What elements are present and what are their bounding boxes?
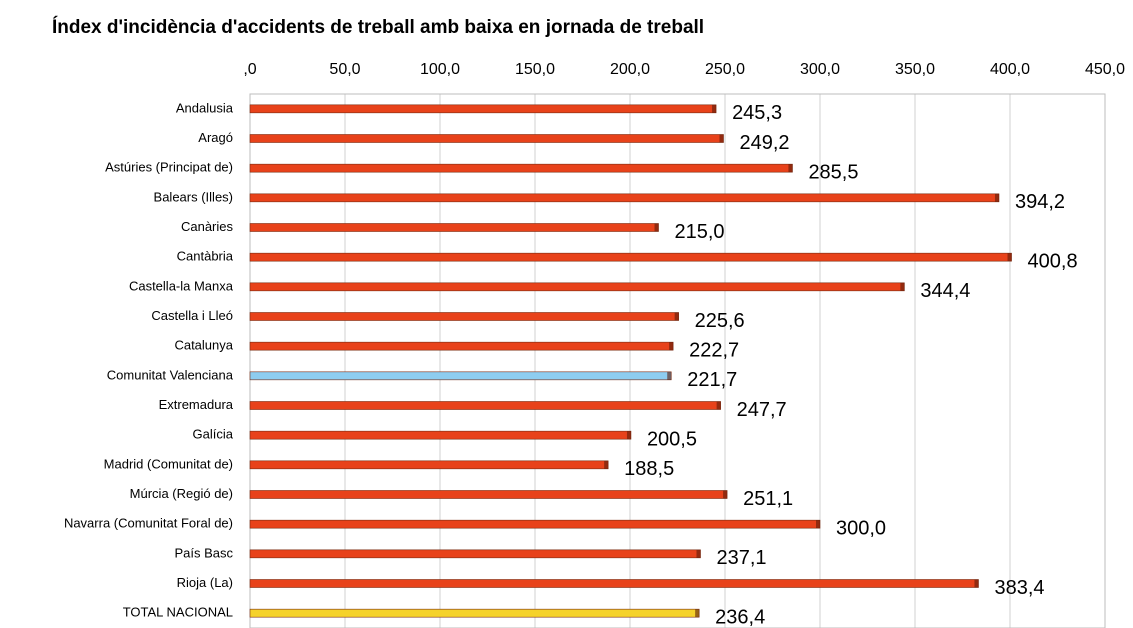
bar — [249, 282, 905, 292]
bar — [249, 519, 821, 529]
value-label: 251,1 — [743, 488, 793, 510]
value-label: 188,5 — [624, 458, 674, 480]
value-label: 344,4 — [920, 280, 970, 302]
bar-end — [654, 223, 659, 232]
bar — [249, 608, 700, 618]
bar — [249, 490, 728, 499]
bar-end — [900, 282, 905, 291]
x-tick-label: ,0 — [243, 61, 256, 78]
value-label: 200,5 — [647, 428, 697, 450]
y-tick-label: Rioja (La) — [177, 575, 233, 590]
y-tick-label: Navarra (Comunitat Foral de) — [64, 516, 233, 531]
bar — [249, 401, 721, 410]
bar-end — [674, 312, 679, 321]
x-tick-label: 150,0 — [515, 61, 555, 78]
value-label: 245,3 — [732, 102, 782, 124]
y-tick-label: Aragó — [198, 130, 233, 145]
bar-end — [719, 134, 724, 143]
y-tick-label: Múrcia (Regió de) — [130, 486, 233, 501]
x-tick-label: 200,0 — [610, 61, 650, 78]
plot-border — [249, 93, 1106, 628]
bar — [249, 223, 659, 232]
value-label: 300,0 — [836, 517, 886, 539]
x-tick-label: 50,0 — [329, 61, 360, 78]
y-tick-label: Castella-la Manxa — [129, 278, 234, 293]
y-tick-label: TOTAL NACIONAL — [123, 605, 233, 620]
value-label: 237,1 — [716, 547, 766, 569]
value-label: 222,7 — [689, 339, 739, 361]
x-tick-label: 250,0 — [705, 61, 745, 78]
bar — [249, 312, 679, 321]
y-tick-label: País Basc — [174, 545, 233, 560]
bar-end — [667, 371, 672, 380]
y-tick-label: Madrid (Comunitat de) — [104, 456, 233, 471]
y-tick-label: Galícia — [193, 427, 234, 442]
bar — [249, 134, 724, 143]
bar — [249, 341, 674, 351]
chart-title: Índex d'incidència d'accidents de trebal… — [52, 16, 704, 38]
y-tick-label: Balears (Illes) — [154, 189, 233, 204]
x-tick-label: 100,0 — [420, 61, 460, 78]
value-label: 285,5 — [808, 161, 858, 183]
bar — [249, 430, 632, 440]
value-label: 247,7 — [737, 399, 787, 421]
x-tick-label: 300,0 — [800, 61, 840, 78]
bar-end — [696, 549, 701, 558]
value-label: 221,7 — [687, 369, 737, 391]
bar — [249, 163, 793, 173]
y-tick-label: Cantàbria — [177, 249, 234, 264]
value-label: 236,4 — [715, 606, 765, 628]
bar — [249, 193, 1000, 203]
x-tick-label: 450,0 — [1085, 61, 1125, 78]
bar-end — [669, 342, 674, 351]
bar — [249, 104, 717, 114]
bar-end — [816, 520, 820, 529]
value-label: 249,2 — [739, 132, 789, 154]
value-label: 383,4 — [994, 577, 1044, 599]
y-tick-label: Castella i Lleó — [151, 308, 233, 323]
bar — [249, 460, 609, 470]
value-label: 400,8 — [1028, 250, 1078, 272]
bar — [249, 549, 701, 559]
bar-end — [994, 193, 999, 202]
y-tick-label: Astúries (Principat de) — [105, 160, 233, 175]
value-label: 394,2 — [1015, 191, 1065, 213]
bar — [249, 579, 979, 588]
x-tick-label: 350,0 — [895, 61, 935, 78]
bar-end — [716, 401, 721, 410]
bar — [249, 371, 672, 381]
bar-end — [788, 164, 793, 173]
y-tick-label: Canàries — [181, 219, 234, 234]
bar-end — [1007, 253, 1012, 262]
value-label: 225,6 — [695, 310, 745, 332]
y-tick-label: Catalunya — [174, 338, 233, 353]
y-tick-label: Extremadura — [159, 397, 234, 412]
bar-end — [723, 490, 728, 499]
bar — [249, 252, 1012, 262]
value-label: 215,0 — [675, 221, 725, 243]
bar-end — [974, 579, 979, 588]
y-tick-label: Comunitat Valenciana — [107, 367, 234, 382]
bar-end — [712, 104, 717, 113]
bar-end — [695, 609, 700, 618]
bar-end — [626, 431, 631, 440]
y-tick-label: Andalusia — [176, 100, 234, 115]
bar-end — [604, 460, 609, 469]
x-tick-label: 400,0 — [990, 61, 1030, 78]
